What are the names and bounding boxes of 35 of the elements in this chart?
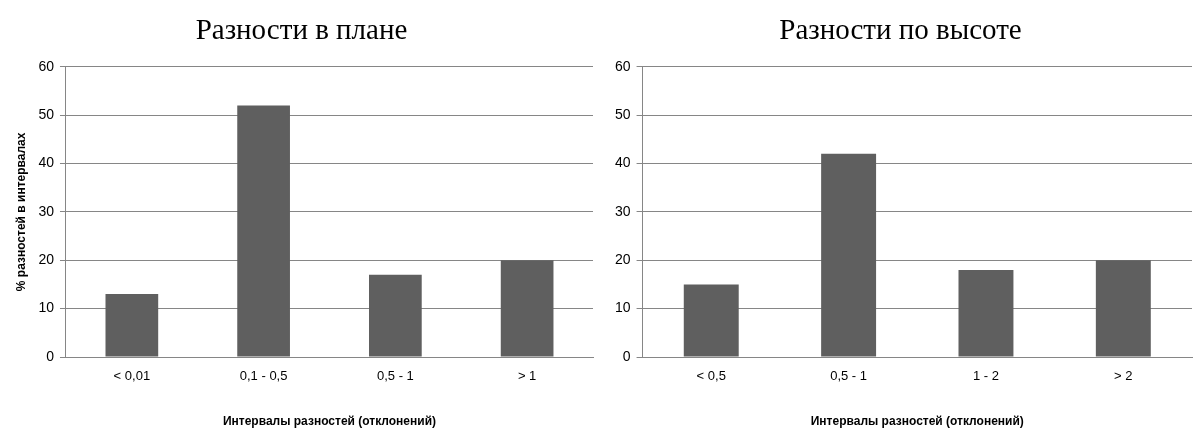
y-tick-label: 30	[614, 202, 631, 219]
y-tick-label: 50	[614, 106, 631, 123]
y-tick-label: 10	[38, 299, 55, 316]
bar	[237, 105, 290, 357]
y-tick-label: 20	[38, 251, 55, 268]
y-tick-label: 50	[38, 106, 55, 123]
bar	[958, 269, 1014, 357]
x-tick-label: 1 - 2	[972, 368, 999, 384]
bar	[1095, 260, 1151, 357]
y-tick-label: 40	[614, 154, 631, 171]
x-tick-label: 0,5 - 1	[376, 368, 414, 384]
bar	[821, 153, 877, 357]
y-tick-label: 0	[46, 347, 55, 364]
x-tick-label: 0,5 - 1	[830, 368, 868, 384]
x-tick-label: > 1	[517, 368, 537, 384]
chart-title: Разности в плане	[195, 13, 408, 46]
x-axis-title: Интервалы разностей (отклонений)	[222, 414, 437, 429]
x-tick-label: < 0,5	[696, 368, 726, 384]
y-tick-label: 30	[38, 202, 55, 219]
y-tick-label: 20	[614, 251, 631, 268]
x-tick-label: 0,1 - 0,5	[239, 368, 288, 384]
bar	[369, 274, 422, 357]
y-tick-label: 60	[38, 57, 55, 74]
y-tick-label: 10	[614, 299, 631, 316]
x-tick-label: > 2	[1114, 368, 1133, 384]
y-tick-label: 0	[622, 347, 631, 364]
y-axis-title: % разностей в интервалах	[13, 132, 28, 292]
chart-title: Разности по высоте	[779, 13, 1022, 46]
y-tick-label: 40	[38, 154, 55, 171]
bar	[683, 284, 739, 357]
y-tick-label: 60	[614, 57, 631, 74]
bar	[500, 260, 554, 357]
x-tick-label: < 0,01	[113, 368, 151, 384]
bar	[105, 294, 159, 357]
x-axis-title: Интервалы разностей (отклонений)	[810, 414, 1024, 429]
